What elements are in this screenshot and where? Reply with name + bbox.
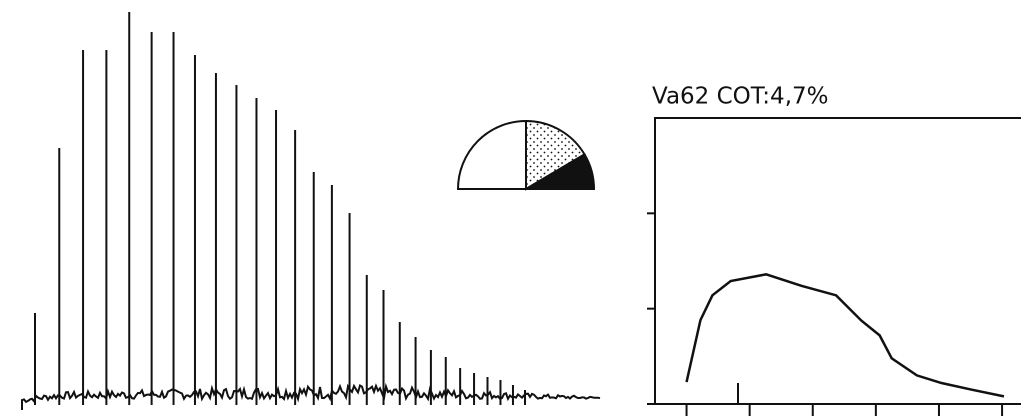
pie-slice [522,153,596,190]
curve [685,273,1005,398]
pie-slice [525,119,586,191]
pie-slice [456,119,527,190]
baseline-noise [21,382,601,410]
plot-frame [654,117,1021,405]
chart-title: Va62 COT:4,7% [652,84,829,110]
